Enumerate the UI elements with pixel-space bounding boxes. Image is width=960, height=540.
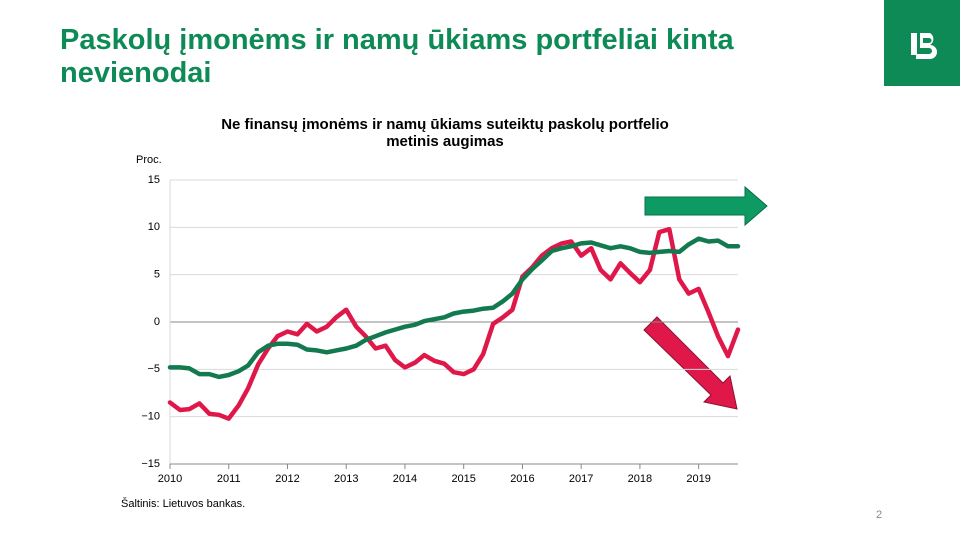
logo-mark bbox=[911, 33, 937, 59]
x-tick-label: 2011 bbox=[217, 473, 241, 485]
down-arrow bbox=[643, 316, 738, 410]
series-line bbox=[167, 236, 741, 380]
up-arrow bbox=[644, 185, 768, 227]
x-tick-label: 2018 bbox=[628, 473, 652, 485]
source: Šaltinis: Lietuvos bankas. bbox=[121, 498, 246, 510]
y-tick-label: −5 bbox=[147, 363, 160, 375]
y-tick-label: 10 bbox=[148, 221, 160, 233]
x-tick-label: 2013 bbox=[334, 473, 358, 485]
y-tick-label: −10 bbox=[141, 411, 160, 423]
x-tick-label: 2012 bbox=[275, 473, 299, 485]
series-line bbox=[167, 226, 741, 421]
x-tick-label: 2014 bbox=[393, 473, 417, 485]
y-tick-label: 5 bbox=[154, 269, 160, 281]
chart-title: Ne finansų įmonėms ir namų ūkiams suteik… bbox=[221, 116, 669, 150]
y-tick-label: 15 bbox=[148, 174, 160, 186]
x-tick-label: 2019 bbox=[686, 473, 710, 485]
x-tick-label: 2017 bbox=[569, 473, 593, 485]
y-tick-label: −15 bbox=[141, 458, 160, 470]
page-title: Paskolų įmonėms ir namų ūkiams portfelia… bbox=[60, 24, 734, 89]
y-tick-label: 0 bbox=[154, 316, 160, 328]
x-tick-label: 2010 bbox=[158, 473, 182, 485]
x-tick-label: 2015 bbox=[451, 473, 475, 485]
x-tick-label: 2016 bbox=[510, 473, 534, 485]
y-axis-label: Proc. bbox=[136, 154, 162, 166]
page-number: 2 bbox=[876, 509, 883, 521]
